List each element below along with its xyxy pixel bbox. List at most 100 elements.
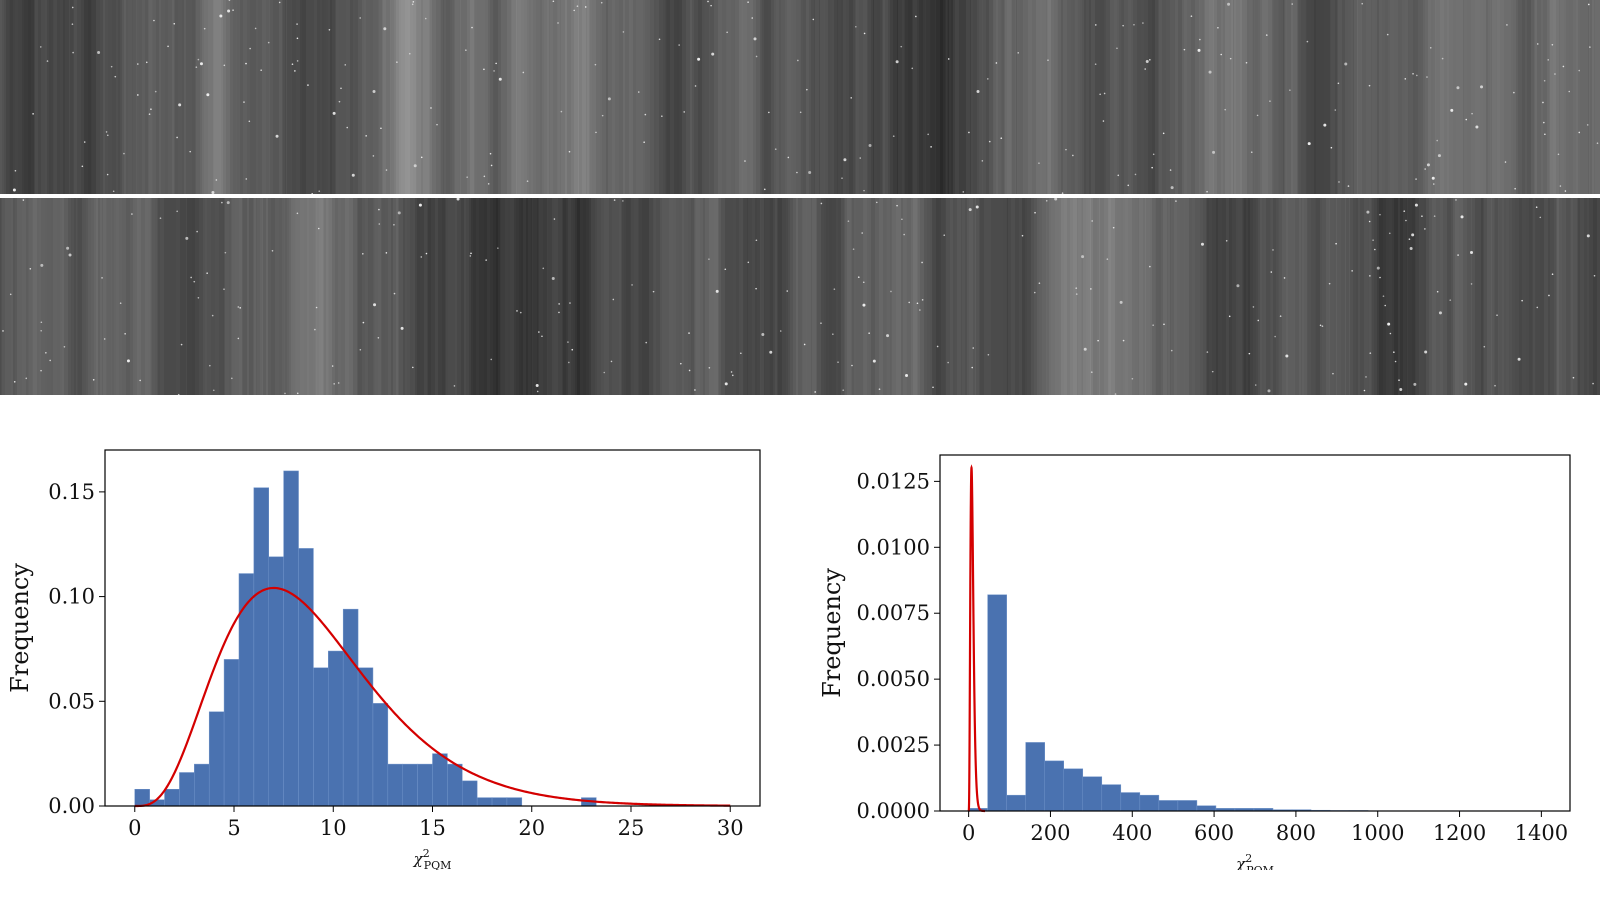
- waterfall-column: [328, 198, 329, 395]
- waterfall-column: [285, 0, 286, 194]
- waterfall-speck: [359, 348, 362, 351]
- waterfall-column: [1566, 198, 1570, 395]
- waterfall-speck: [1483, 345, 1486, 348]
- waterfall-speck: [203, 27, 206, 30]
- waterfall-speck: [968, 131, 970, 134]
- waterfall-column: [1550, 0, 1553, 194]
- waterfall-speck: [847, 220, 850, 222]
- waterfall-column: [362, 0, 364, 194]
- waterfall-column: [568, 198, 571, 395]
- waterfall-column: [807, 198, 811, 395]
- waterfall-speck: [318, 190, 321, 193]
- waterfall-column: [271, 198, 275, 395]
- waterfall-column: [977, 0, 979, 194]
- waterfall-column: [473, 198, 476, 395]
- waterfall-column: [1051, 0, 1054, 194]
- waterfall-column: [291, 0, 292, 194]
- waterfall-column: [781, 0, 785, 194]
- waterfall-speck: [139, 379, 141, 382]
- waterfall-column: [946, 0, 947, 194]
- waterfall-column: [1082, 198, 1083, 395]
- waterfall-column: [1346, 198, 1349, 395]
- waterfall-speck: [1369, 352, 1372, 354]
- waterfall-column: [953, 198, 955, 395]
- waterfall-column: [16, 0, 18, 194]
- waterfall-column: [329, 198, 332, 395]
- waterfall-column: [1573, 0, 1576, 194]
- waterfall-column: [1571, 198, 1573, 395]
- waterfall-column: [645, 0, 647, 194]
- waterfall-column: [396, 0, 399, 194]
- waterfall-column: [579, 0, 582, 194]
- waterfall-column: [1099, 198, 1100, 395]
- waterfall-column: [505, 198, 508, 395]
- waterfall-speck: [863, 189, 865, 192]
- waterfall-column: [1286, 0, 1287, 194]
- waterfall-column: [933, 198, 936, 395]
- waterfall-column: [673, 198, 676, 395]
- waterfall-column: [1577, 198, 1578, 395]
- waterfall-column: [493, 198, 496, 395]
- waterfall-column: [930, 0, 931, 194]
- waterfall-speck: [195, 66, 198, 68]
- waterfall-column: [180, 198, 182, 395]
- waterfall-speck: [857, 276, 860, 278]
- waterfall-column: [53, 198, 57, 395]
- waterfall-column: [741, 198, 743, 395]
- waterfall-column: [124, 0, 126, 194]
- waterfall-column: [307, 198, 309, 395]
- waterfall-column: [625, 0, 629, 194]
- waterfall-speck: [600, 1, 603, 4]
- waterfall-column: [475, 0, 477, 194]
- waterfall-speck: [1398, 379, 1400, 381]
- waterfall-column: [1143, 198, 1145, 395]
- waterfall-column: [1516, 0, 1518, 194]
- waterfall-speck: [1094, 24, 1097, 26]
- waterfall-column: [1481, 198, 1483, 395]
- waterfall-speck: [196, 230, 198, 233]
- waterfall-speck: [1133, 23, 1135, 26]
- waterfall-column: [184, 0, 186, 194]
- waterfall-column: [1382, 0, 1385, 194]
- waterfall-column: [322, 0, 324, 194]
- waterfall-speck: [1225, 239, 1228, 242]
- waterfall-column: [998, 0, 1000, 194]
- waterfall-column: [1388, 0, 1390, 194]
- waterfall-column: [863, 198, 864, 395]
- waterfall-column: [22, 198, 26, 395]
- waterfall-column: [292, 0, 296, 194]
- waterfall-column: [824, 198, 826, 395]
- waterfall-column: [1453, 0, 1456, 194]
- waterfall-column: [688, 198, 691, 395]
- waterfall-speck: [921, 261, 923, 264]
- waterfall-speck: [1379, 213, 1381, 216]
- waterfall-column: [969, 198, 973, 395]
- waterfall-column: [275, 198, 279, 395]
- waterfall-speck: [903, 233, 905, 236]
- histogram-bar: [1196, 805, 1217, 812]
- waterfall-speck: [833, 288, 836, 290]
- waterfall-column: [616, 198, 619, 395]
- waterfall-column: [1531, 0, 1534, 194]
- waterfall-speck: [558, 303, 560, 305]
- waterfall-column: [612, 0, 615, 194]
- waterfall-speck: [465, 49, 467, 51]
- waterfall-column: [867, 198, 869, 395]
- waterfall-speck: [114, 75, 117, 78]
- waterfall-speck: [862, 303, 866, 307]
- waterfall-speck: [995, 62, 998, 64]
- waterfall-speck: [487, 183, 490, 185]
- waterfall-column: [205, 0, 208, 194]
- waterfall-column: [105, 0, 108, 194]
- waterfall-column: [86, 198, 88, 395]
- waterfall-speck: [372, 155, 375, 157]
- waterfall-speck: [1099, 93, 1101, 96]
- waterfall-speck: [1399, 387, 1403, 391]
- waterfall-column: [88, 198, 91, 395]
- waterfall-column: [239, 198, 242, 395]
- waterfall-column: [547, 198, 548, 395]
- waterfall-speck: [1470, 250, 1474, 254]
- waterfall-column: [410, 198, 413, 395]
- waterfall-column: [908, 0, 912, 194]
